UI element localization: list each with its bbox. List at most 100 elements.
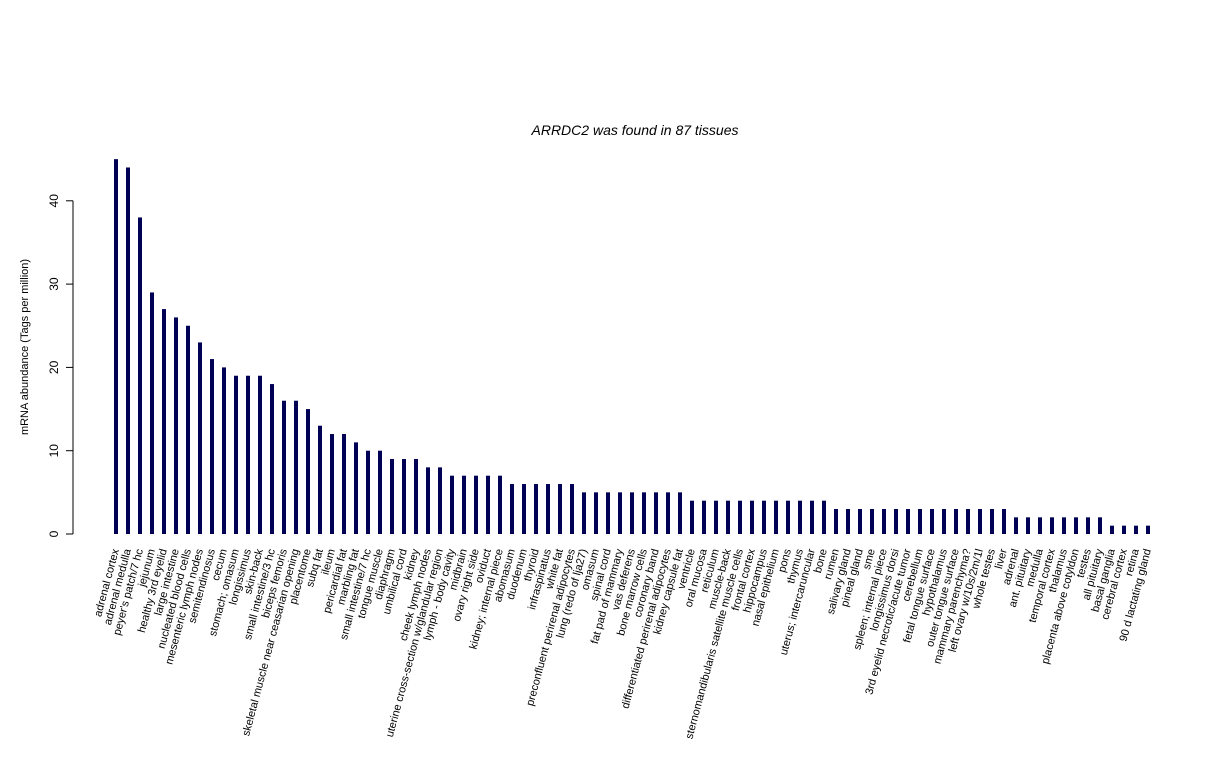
bar (894, 509, 898, 534)
bar (342, 434, 346, 534)
bar (714, 500, 718, 534)
category-label: liver (993, 547, 1010, 570)
bars (114, 159, 1150, 535)
bar (258, 375, 262, 534)
bar (390, 459, 394, 534)
bar (858, 509, 862, 534)
bar (1026, 517, 1030, 534)
bar (702, 500, 706, 534)
bar (462, 475, 466, 534)
bar (846, 509, 850, 534)
bar (450, 475, 454, 534)
bar (750, 500, 754, 534)
bar (654, 492, 658, 534)
bar (666, 492, 670, 534)
bar (474, 475, 478, 534)
bar (690, 500, 694, 534)
bar (678, 492, 682, 534)
y-tick-label: 0 (47, 530, 61, 537)
bar (594, 492, 598, 534)
bar (882, 509, 886, 534)
bar (414, 459, 418, 534)
y-tick-label: 40 (47, 194, 61, 208)
bar (1074, 517, 1078, 534)
bar (822, 500, 826, 534)
y-tick-label: 10 (47, 444, 61, 458)
bar (426, 467, 430, 534)
bar (1086, 517, 1090, 534)
bar (306, 409, 310, 534)
bar (642, 492, 646, 534)
bar (558, 484, 562, 534)
bar (174, 317, 178, 534)
bar (126, 167, 130, 535)
bar (330, 434, 334, 534)
y-tick-label: 20 (47, 360, 61, 374)
bar (1134, 525, 1138, 534)
bar (162, 309, 166, 534)
bar (222, 367, 226, 534)
bar (1050, 517, 1054, 534)
bar (786, 500, 790, 534)
bar (510, 484, 514, 534)
bar (990, 509, 994, 534)
bar (1014, 517, 1018, 534)
bar (198, 342, 202, 534)
category-label: sme (861, 548, 878, 571)
bar (726, 500, 730, 534)
bar (246, 375, 250, 534)
bar (1110, 525, 1114, 534)
bar (402, 459, 406, 534)
bar (1146, 525, 1150, 534)
bar (1062, 517, 1066, 534)
bar (582, 492, 586, 534)
bar (834, 509, 838, 534)
bar (606, 492, 610, 534)
bar (486, 475, 490, 534)
bar (522, 484, 526, 534)
y-tick-label: 30 (47, 277, 61, 291)
bar (870, 509, 874, 534)
bar (1002, 509, 1006, 534)
bar (234, 375, 238, 534)
bar (798, 500, 802, 534)
bar (270, 384, 274, 534)
bar (738, 500, 742, 534)
bar (1098, 517, 1102, 534)
bar (150, 292, 154, 534)
bar (294, 400, 298, 534)
bar (114, 159, 118, 534)
bar (366, 450, 370, 534)
bar (318, 425, 322, 534)
bar (570, 484, 574, 534)
bar (906, 509, 910, 534)
bar (942, 509, 946, 534)
bar (1122, 525, 1126, 534)
bar (378, 450, 382, 534)
bar (810, 500, 814, 534)
bar (138, 217, 142, 534)
bar (966, 509, 970, 534)
bar (618, 492, 622, 534)
bar (918, 509, 922, 534)
bar (438, 467, 442, 534)
y-axis-label: mRNA abundance (Tags per million) (19, 259, 31, 435)
bar (354, 442, 358, 534)
bar (930, 509, 934, 534)
chart-title: ARRDC2 was found in 87 tissues (531, 122, 739, 138)
bar (1038, 517, 1042, 534)
bar (762, 500, 766, 534)
bar (186, 325, 190, 534)
bar (282, 400, 286, 534)
y-axis: 0 10 20 30 40 (47, 194, 74, 537)
bar (210, 359, 214, 534)
bar (546, 484, 550, 534)
bar (954, 509, 958, 534)
bar (774, 500, 778, 534)
bar (630, 492, 634, 534)
bar (978, 509, 982, 534)
bar (534, 484, 538, 534)
bar (498, 475, 502, 534)
